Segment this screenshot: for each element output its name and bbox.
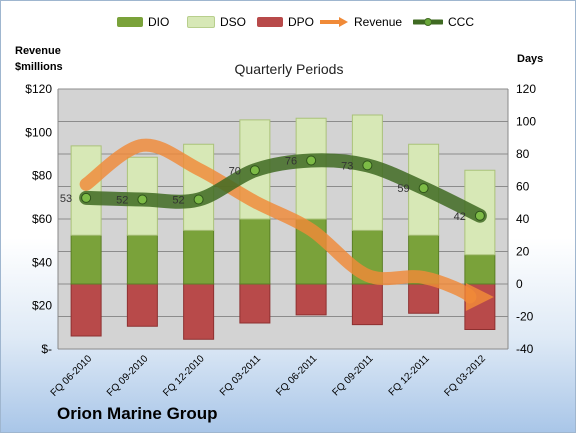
ccc-data-label: 70 (229, 165, 241, 177)
right-tick-label: 60 (516, 180, 530, 194)
legend-label-dio: DIO (148, 15, 170, 29)
legend-label-dpo: DPO (288, 15, 315, 29)
ccc-data-label: 53 (60, 193, 72, 205)
right-tick-label: 120 (516, 82, 536, 96)
ccc-data-label: 42 (454, 211, 466, 223)
ccc-point (137, 194, 148, 205)
legend-item-dso: DSO (187, 15, 246, 29)
left-axis-title: Revenue $millions (15, 43, 63, 75)
right-tick-label: 20 (516, 245, 530, 259)
left-tick-label: $20 (32, 299, 52, 313)
bar-dpo (239, 283, 271, 324)
right-tick-label: 40 (516, 212, 530, 226)
bar-dpo (351, 283, 383, 326)
category-label: FQ 12-2011 (387, 353, 432, 398)
legend-item-dio: DIO (117, 15, 169, 29)
bar-dpo (408, 283, 440, 314)
legend-label-dso: DSO (220, 15, 247, 29)
legend-swatch-revenue (320, 17, 348, 27)
ccc-line (79, 153, 487, 223)
category-label: FQ 09-2010 (105, 353, 151, 399)
legend-label-ccc: CCC (448, 15, 474, 29)
left-axis-title-line1: Revenue (15, 45, 61, 57)
ccc-point (81, 192, 92, 203)
left-tick-label: $80 (32, 169, 52, 183)
ccc-data-label: 52 (172, 195, 184, 207)
right-tick-label: -20 (516, 310, 534, 324)
bar-dio (126, 234, 158, 285)
left-tick-label: $40 (32, 255, 52, 269)
ccc-point (362, 160, 373, 171)
bar-dso (295, 117, 327, 220)
right-tick-label: 80 (516, 147, 530, 161)
category-label: FQ 03-2011 (218, 353, 263, 398)
ccc-data-label: 76 (285, 156, 297, 168)
legend: DIO DSO DPO Revenue CCC (1, 15, 575, 35)
left-tick-label: $60 (32, 212, 52, 226)
legend-item-ccc: CCC (413, 15, 474, 29)
bar-dio (239, 218, 271, 285)
left-tick-label: $120 (25, 82, 52, 96)
ccc-point (306, 155, 317, 166)
ccc-point (474, 210, 485, 221)
left-tick-label: $100 (25, 125, 52, 139)
ccc-point (193, 194, 204, 205)
category-label: FQ 12-2010 (161, 353, 207, 399)
bar-dio (183, 229, 215, 285)
bar-dpo (70, 283, 102, 337)
company-name: Orion Marine Group (57, 404, 218, 423)
category-label: FQ 06-2011 (274, 353, 319, 398)
revenue-line (79, 138, 477, 304)
bar-dpo (295, 283, 327, 316)
right-axis-title: Days (517, 53, 544, 65)
bar-dpo (183, 283, 215, 340)
ccc-point (249, 165, 260, 176)
legend-item-revenue: Revenue (319, 15, 402, 29)
legend-item-dpo: DPO (257, 15, 314, 29)
ccc-data-label: 52 (116, 195, 128, 207)
right-tick-label: 0 (516, 277, 523, 291)
legend-label-revenue: Revenue (354, 15, 403, 29)
revenue-arrowhead (465, 283, 494, 311)
left-axis-title-line2: $millions (15, 61, 63, 73)
legend-swatch-dio (117, 17, 143, 27)
legend-swatch-ccc (413, 18, 443, 26)
chart-title: Quarterly Periods (234, 61, 344, 77)
ccc-data-label: 59 (397, 183, 409, 195)
ccc-point (418, 183, 429, 194)
legend-swatch-dso (187, 16, 215, 28)
category-label: FQ 09-2011 (331, 353, 376, 398)
category-label: FQ 03-2012 (442, 353, 488, 399)
bar-dpo (126, 283, 158, 327)
bar-dio (464, 254, 496, 285)
left-tick-label: $- (41, 342, 52, 356)
right-tick-label: 100 (516, 115, 536, 129)
category-label: FQ 06-2010 (49, 353, 95, 399)
bar-dio (70, 234, 102, 285)
legend-swatch-dpo (257, 17, 283, 27)
ccc-data-label: 73 (341, 160, 353, 172)
right-tick-label: -40 (516, 342, 534, 356)
